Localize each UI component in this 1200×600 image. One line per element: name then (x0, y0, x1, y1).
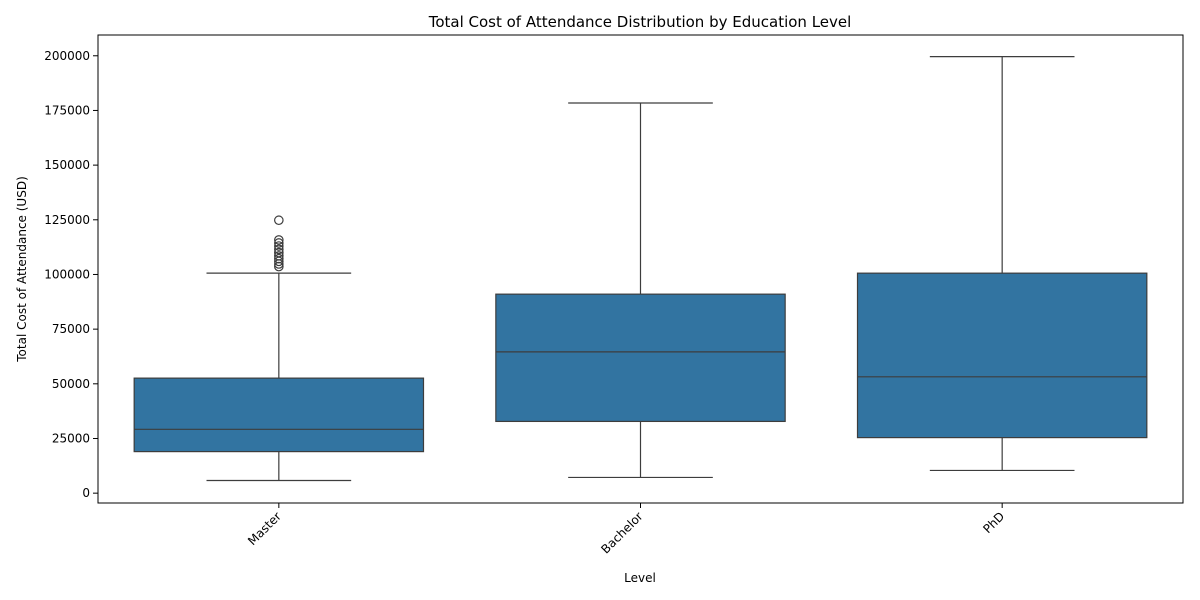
y-tick-label: 25000 (52, 431, 90, 445)
box-master (133, 215, 425, 482)
y-tick-label: 0 (82, 486, 90, 500)
outlier-point (274, 235, 284, 245)
chart-title: Total Cost of Attendance Distribution by… (428, 13, 852, 31)
y-tick-label: 200000 (44, 49, 90, 63)
y-axis: 0 25000 50000 75000 100000 125000 150000 175000… (44, 49, 98, 500)
outlier-point (274, 238, 284, 248)
box-bachelor (495, 102, 786, 479)
x-tick-label: Master (245, 509, 284, 548)
box-phd (856, 56, 1148, 472)
outlier-point (274, 247, 284, 258)
y-axis-label: Total Cost of Attendance (USD) (15, 176, 29, 362)
boxes-group (133, 56, 1148, 482)
outlier-point (274, 241, 284, 251)
iqr-box (495, 293, 786, 423)
y-tick-label: 75000 (52, 322, 90, 336)
y-tick-label: 150000 (44, 158, 90, 172)
y-tick-label: 50000 (52, 377, 90, 391)
x-tick-label: Bachelor (598, 509, 645, 556)
x-axis-label: Level (624, 571, 656, 585)
outlier-point (274, 244, 284, 255)
outlier-point (274, 253, 284, 264)
x-axis: Master Bachelor PhD (245, 503, 1007, 556)
y-tick-label: 125000 (44, 213, 90, 227)
y-tick-label: 175000 (44, 103, 90, 117)
outlier-point (274, 251, 284, 261)
iqr-box (856, 272, 1148, 439)
y-tick-label: 100000 (44, 267, 90, 281)
x-tick-label: PhD (980, 509, 1007, 536)
iqr-box (133, 377, 425, 453)
outlier-point (274, 215, 284, 226)
